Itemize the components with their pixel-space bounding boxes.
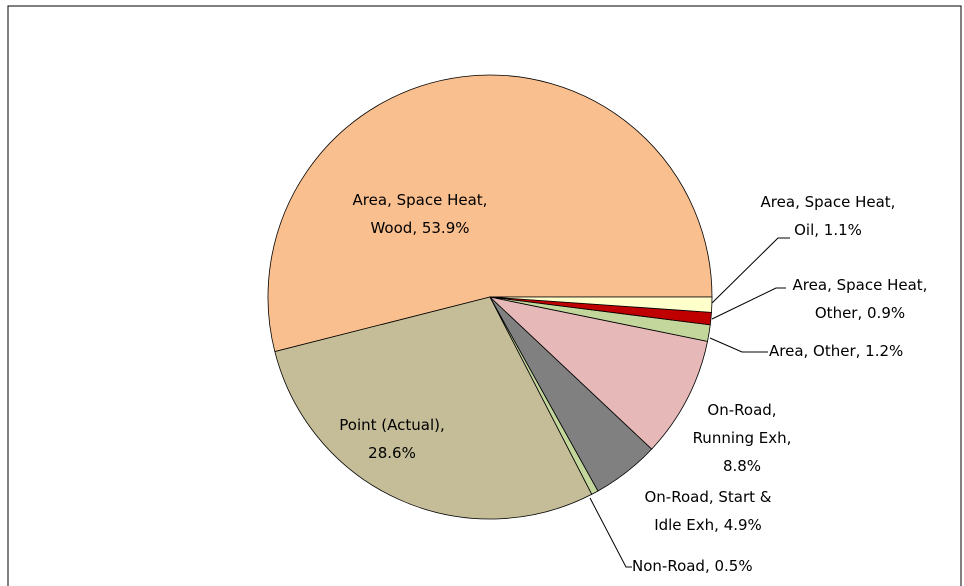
leader-line — [711, 287, 786, 320]
pie-slice — [274, 296, 593, 520]
label-line: Wood, 53.9% — [370, 219, 469, 237]
label-line: On-Road, Start & — [644, 488, 771, 506]
leader-line — [589, 497, 632, 568]
data-label: On-Road, Running Exh, 8.8% — [693, 401, 792, 475]
label-line: Other, 0.9% — [815, 304, 905, 322]
label-line: 8.8% — [723, 457, 761, 475]
label-line: Idle Exh, 4.9% — [654, 516, 762, 534]
label-line: 28.6% — [368, 444, 416, 462]
pie-slice — [488, 296, 708, 450]
leader-line — [711, 237, 790, 304]
data-label: Area, Space Heat, Other, 0.9% — [793, 276, 928, 322]
data-label: Area, Other, 1.2% — [769, 342, 903, 360]
leader-line — [709, 337, 768, 353]
label-line: Non-Road, 0.5% — [632, 557, 753, 575]
label-line: Area, Space Heat, — [353, 191, 488, 209]
label-line: Area, Space Heat, — [793, 276, 928, 294]
label-line: Point (Actual), — [339, 416, 444, 434]
label-line: On-Road, — [707, 401, 776, 419]
label-line: Area, Other, 1.2% — [769, 342, 903, 360]
label-line: Area, Space Heat, — [761, 193, 896, 211]
label-line: Oil, 1.1% — [794, 221, 862, 239]
pie-slice — [267, 74, 713, 353]
label-line: Running Exh, — [693, 429, 792, 447]
data-label: On-Road, Start & Idle Exh, 4.9% — [644, 488, 771, 534]
pie-slice — [489, 296, 713, 313]
data-label: Area, Space Heat, Wood, 53.9% — [353, 191, 488, 237]
data-label: Point (Actual), 28.6% — [339, 416, 444, 462]
data-label: Area, Space Heat, Oil, 1.1% — [761, 193, 896, 239]
data-label: Non-Road, 0.5% — [632, 557, 753, 575]
